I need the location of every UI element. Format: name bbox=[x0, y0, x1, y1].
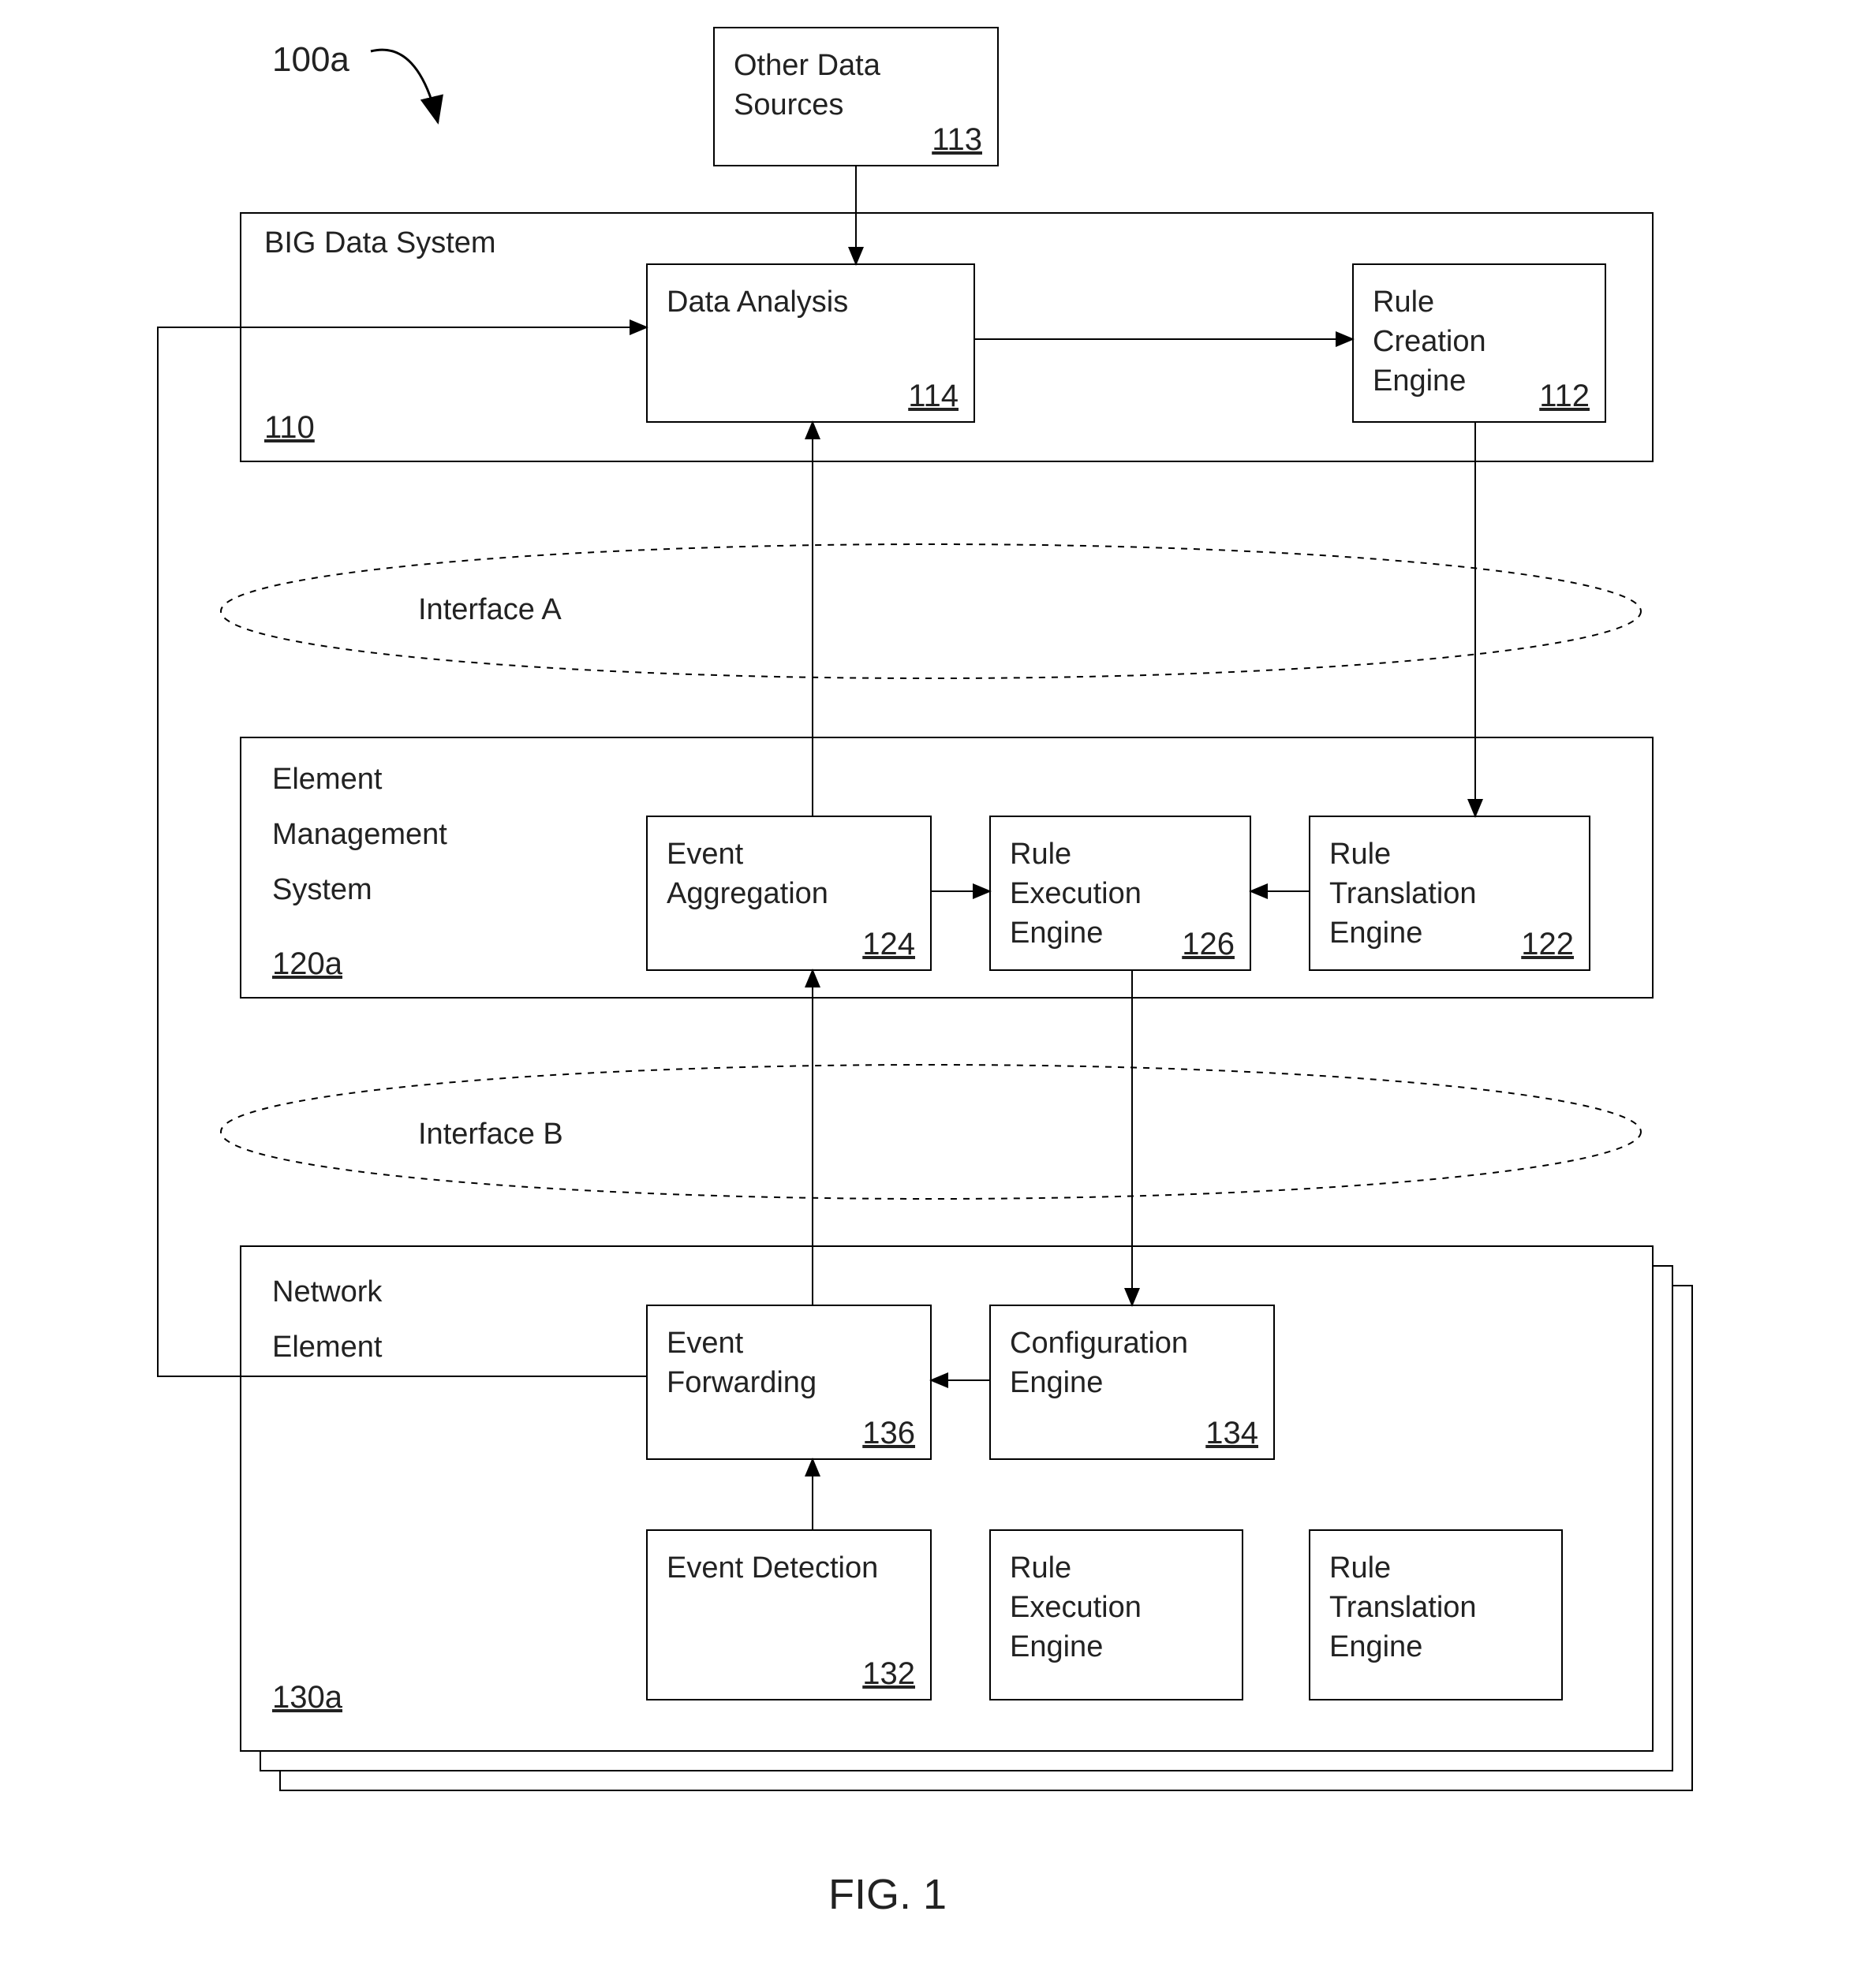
rule_creation: Rule Creation Engine 112 bbox=[1353, 264, 1605, 422]
svg-text:Event Detection: Event Detection bbox=[667, 1551, 878, 1585]
svg-text:132: 132 bbox=[862, 1656, 915, 1691]
svg-text:Execution: Execution bbox=[1010, 877, 1142, 910]
rule_exec: Rule Execution Engine 126 bbox=[990, 816, 1250, 970]
svg-text:Engine: Engine bbox=[1010, 1630, 1103, 1663]
svg-text:Engine: Engine bbox=[1010, 1366, 1103, 1399]
svg-text:Event: Event bbox=[667, 1327, 744, 1360]
svg-text:Forwarding: Forwarding bbox=[667, 1366, 817, 1399]
svg-text:100a: 100a bbox=[272, 40, 349, 79]
svg-text:113: 113 bbox=[932, 122, 982, 157]
rule_trans2: Rule Translation Engine bbox=[1310, 1530, 1562, 1700]
svg-text:Aggregation: Aggregation bbox=[667, 877, 828, 910]
svg-text:Rule: Rule bbox=[1010, 1551, 1071, 1585]
svg-text:FIG. 1: FIG. 1 bbox=[828, 1871, 947, 1918]
svg-text:Engine: Engine bbox=[1010, 916, 1103, 950]
svg-text:Interface B: Interface B bbox=[418, 1118, 563, 1151]
svg-text:Execution: Execution bbox=[1010, 1591, 1142, 1624]
svg-text:Rule: Rule bbox=[1010, 838, 1071, 871]
svg-text:Event: Event bbox=[667, 838, 744, 871]
svg-text:114: 114 bbox=[908, 379, 959, 413]
other_data: Other Data Sources 113 bbox=[714, 28, 998, 166]
data_analysis: Data Analysis 114 bbox=[647, 264, 974, 422]
evt_agg: Event Aggregation 124 bbox=[647, 816, 931, 970]
svg-text:Other Data: Other Data bbox=[734, 49, 881, 82]
svg-text:110: 110 bbox=[264, 410, 315, 445]
svg-text:Configuration: Configuration bbox=[1010, 1327, 1188, 1360]
evt_fwd: Event Forwarding 136 bbox=[647, 1305, 931, 1459]
svg-text:Rule: Rule bbox=[1329, 838, 1391, 871]
svg-text:Rule: Rule bbox=[1329, 1551, 1391, 1585]
svg-text:122: 122 bbox=[1521, 927, 1574, 961]
svg-text:Translation: Translation bbox=[1329, 877, 1477, 910]
svg-text:Interface A: Interface A bbox=[418, 593, 562, 626]
evt_detect: Event Detection 132 bbox=[647, 1530, 931, 1700]
svg-text:126: 126 bbox=[1182, 927, 1235, 961]
svg-text:124: 124 bbox=[862, 927, 915, 961]
svg-text:Engine: Engine bbox=[1373, 364, 1466, 398]
svg-text:112: 112 bbox=[1539, 379, 1590, 413]
svg-text:Engine: Engine bbox=[1329, 916, 1422, 950]
svg-text:Network: Network bbox=[272, 1275, 383, 1308]
svg-text:Management: Management bbox=[272, 818, 447, 851]
rule_trans: Rule Translation Engine 122 bbox=[1310, 816, 1590, 970]
svg-text:Element: Element bbox=[272, 1331, 383, 1364]
svg-text:136: 136 bbox=[862, 1416, 915, 1450]
svg-text:134: 134 bbox=[1205, 1416, 1258, 1450]
svg-text:Sources: Sources bbox=[734, 88, 843, 121]
cfg_engine: Configuration Engine 134 bbox=[990, 1305, 1274, 1459]
svg-text:Data Analysis: Data Analysis bbox=[667, 286, 848, 319]
svg-text:Rule: Rule bbox=[1373, 286, 1434, 319]
svg-text:130a: 130a bbox=[272, 1680, 343, 1715]
svg-text:BIG Data System: BIG Data System bbox=[264, 226, 496, 259]
svg-text:System: System bbox=[272, 873, 372, 906]
svg-text:Engine: Engine bbox=[1329, 1630, 1422, 1663]
svg-text:120a: 120a bbox=[272, 946, 343, 981]
svg-text:Element: Element bbox=[272, 763, 383, 796]
svg-text:Translation: Translation bbox=[1329, 1591, 1477, 1624]
svg-text:Creation: Creation bbox=[1373, 325, 1486, 358]
rule_exec2: Rule Execution Engine bbox=[990, 1530, 1243, 1700]
